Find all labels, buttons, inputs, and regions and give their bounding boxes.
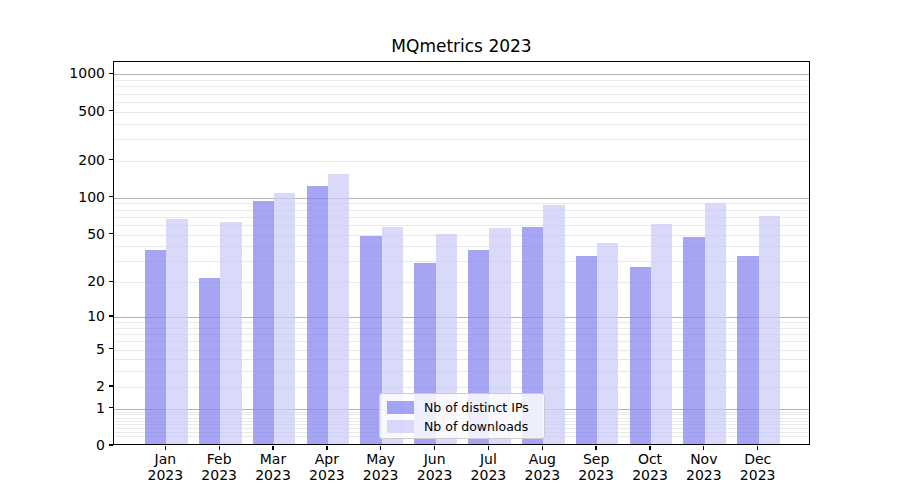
y-tick-mark bbox=[109, 233, 113, 234]
y-tick-mark bbox=[109, 348, 113, 349]
legend-swatch-downloads bbox=[387, 420, 414, 433]
major-gridline bbox=[114, 74, 809, 75]
bar-distinct-ips-oct bbox=[630, 267, 651, 444]
bar-downloads-apr bbox=[328, 174, 349, 444]
minor-gridline bbox=[114, 161, 809, 162]
minor-gridline bbox=[114, 80, 809, 81]
bar-downloads-sep bbox=[597, 243, 618, 444]
x-tick-mark bbox=[595, 446, 596, 450]
y-tick-mark bbox=[109, 159, 113, 160]
x-tick-mark bbox=[380, 446, 381, 450]
y-tick-mark bbox=[109, 196, 113, 197]
minor-gridline bbox=[114, 86, 809, 87]
y-tick-label: 2 bbox=[45, 378, 105, 394]
y-tick-mark bbox=[109, 407, 113, 408]
legend-label-distinct-ips: Nb of distinct IPs bbox=[424, 400, 529, 415]
bar-downloads-dec bbox=[759, 216, 780, 444]
bar-distinct-ips-sep bbox=[576, 256, 597, 444]
y-tick-label: 50 bbox=[45, 226, 105, 242]
chart-canvas: MQmetrics 2023 Nb of distinct IPs Nb of … bbox=[0, 0, 900, 500]
y-tick-mark bbox=[109, 110, 113, 111]
x-tick-mark bbox=[219, 446, 220, 450]
bar-downloads-aug bbox=[543, 205, 564, 444]
bar-downloads-mar bbox=[274, 193, 295, 444]
y-tick-label: 200 bbox=[45, 152, 105, 168]
plot-area: Nb of distinct IPs Nb of downloads bbox=[113, 61, 810, 445]
minor-gridline bbox=[114, 102, 809, 103]
x-tick-mark bbox=[649, 446, 650, 450]
y-tick-label: 5 bbox=[45, 341, 105, 357]
chart-title: MQmetrics 2023 bbox=[113, 36, 810, 56]
legend-label-downloads: Nb of downloads bbox=[424, 419, 528, 434]
legend-row-distinct-ips: Nb of distinct IPs bbox=[387, 400, 529, 414]
x-tick-mark bbox=[488, 446, 489, 450]
x-tick-mark bbox=[703, 446, 704, 450]
x-tick-mark bbox=[542, 446, 543, 450]
x-tick-mark bbox=[326, 446, 327, 450]
bar-distinct-ips-mar bbox=[253, 201, 274, 444]
y-tick-label: 1 bbox=[45, 400, 105, 416]
x-tick-mark bbox=[272, 446, 273, 450]
bar-distinct-ips-jan bbox=[145, 250, 166, 444]
x-tick-label-dec: Dec2023 bbox=[723, 451, 793, 483]
y-tick-mark bbox=[109, 315, 113, 316]
y-tick-mark bbox=[109, 73, 113, 74]
bar-downloads-jan bbox=[166, 219, 187, 444]
y-tick-label: 0 bbox=[45, 437, 105, 453]
legend-row-downloads: Nb of downloads bbox=[387, 419, 528, 433]
bar-downloads-oct bbox=[651, 224, 672, 444]
x-tick-mark bbox=[165, 446, 166, 450]
y-tick-mark bbox=[109, 281, 113, 282]
major-gridline bbox=[114, 198, 809, 199]
x-tick-mark bbox=[757, 446, 758, 450]
x-tick-mark bbox=[434, 446, 435, 450]
y-tick-label: 500 bbox=[45, 103, 105, 119]
bar-distinct-ips-nov bbox=[683, 237, 704, 444]
minor-gridline bbox=[114, 139, 809, 140]
y-tick-label: 10 bbox=[45, 308, 105, 324]
bar-downloads-nov bbox=[705, 203, 726, 444]
minor-gridline bbox=[114, 124, 809, 125]
bar-distinct-ips-apr bbox=[307, 186, 328, 444]
legend: Nb of distinct IPs Nb of downloads bbox=[379, 393, 545, 439]
y-tick-label: 20 bbox=[45, 273, 105, 289]
minor-gridline bbox=[114, 94, 809, 95]
legend-swatch-distinct-ips bbox=[387, 401, 414, 414]
bar-downloads-feb bbox=[220, 222, 241, 444]
y-tick-label: 1000 bbox=[45, 65, 105, 81]
y-tick-mark bbox=[109, 444, 113, 445]
y-tick-mark bbox=[109, 385, 113, 386]
y-tick-label: 100 bbox=[45, 189, 105, 205]
bar-distinct-ips-feb bbox=[199, 278, 220, 444]
minor-gridline bbox=[114, 112, 809, 113]
bar-distinct-ips-dec bbox=[737, 256, 758, 444]
